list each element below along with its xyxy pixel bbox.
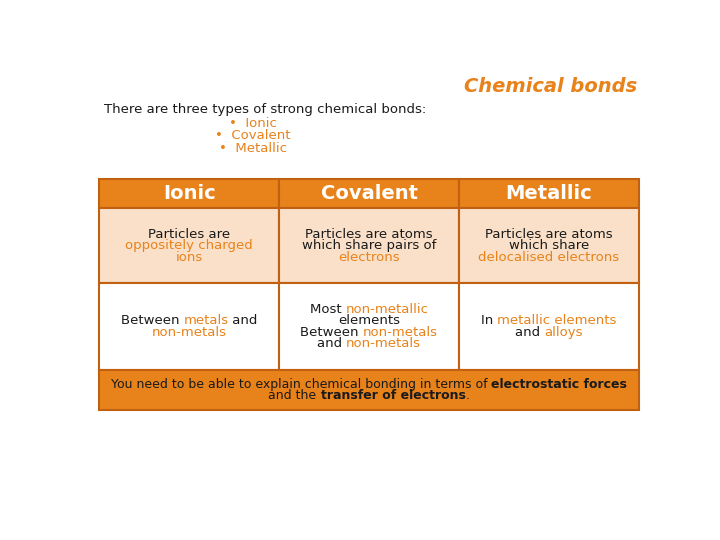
Text: •  Covalent: • Covalent [215, 130, 290, 143]
Text: non-metals: non-metals [346, 338, 421, 350]
Text: and: and [515, 326, 544, 339]
Bar [459, 179, 639, 208]
Text: and the: and the [269, 389, 320, 402]
Text: delocalised electrons: delocalised electrons [478, 251, 619, 264]
Text: metals: metals [184, 314, 228, 327]
Text: .: . [466, 389, 469, 402]
Text: electrons: electrons [338, 251, 400, 264]
Text: You need to be able to explain chemical bonding in terms of: You need to be able to explain chemical … [111, 378, 491, 391]
Bar [99, 370, 639, 410]
Text: transfer of electrons: transfer of electrons [320, 389, 466, 402]
Text: Particles are atoms: Particles are atoms [305, 228, 433, 241]
Text: electrostatic forces: electrostatic forces [491, 378, 627, 391]
Bar [99, 179, 279, 208]
Text: Most: Most [310, 303, 346, 316]
Bar [279, 284, 459, 370]
Text: Between: Between [300, 326, 363, 339]
Text: elements: elements [338, 314, 400, 327]
Text: alloys: alloys [544, 326, 582, 339]
Text: non-metals: non-metals [363, 326, 438, 339]
Text: Metallic: Metallic [505, 184, 592, 203]
Text: Between: Between [120, 314, 184, 327]
Text: non-metals: non-metals [152, 326, 227, 339]
Text: non-metallic: non-metallic [346, 303, 428, 316]
Bar [99, 284, 279, 370]
Text: Ionic: Ionic [163, 184, 215, 203]
Text: ions: ions [176, 251, 203, 264]
Bar [459, 284, 639, 370]
Bar [279, 208, 459, 284]
Text: In: In [481, 314, 498, 327]
Text: •  Metallic: • Metallic [219, 142, 287, 155]
Text: Particles are: Particles are [148, 228, 230, 241]
Bar [279, 179, 459, 208]
Text: which share: which share [508, 239, 589, 252]
Text: and: and [228, 314, 258, 327]
Bar [99, 208, 279, 284]
Text: metallic elements: metallic elements [498, 314, 617, 327]
Text: which share pairs of: which share pairs of [302, 239, 436, 252]
Text: •  Ionic: • Ionic [229, 117, 276, 130]
Text: Chemical bonds: Chemical bonds [464, 77, 637, 96]
Text: Particles are atoms: Particles are atoms [485, 228, 613, 241]
Text: Covalent: Covalent [320, 184, 418, 203]
Text: There are three types of strong chemical bonds:: There are three types of strong chemical… [104, 103, 426, 116]
Text: oppositely charged: oppositely charged [125, 239, 253, 252]
Bar [459, 208, 639, 284]
Text: and: and [317, 338, 346, 350]
